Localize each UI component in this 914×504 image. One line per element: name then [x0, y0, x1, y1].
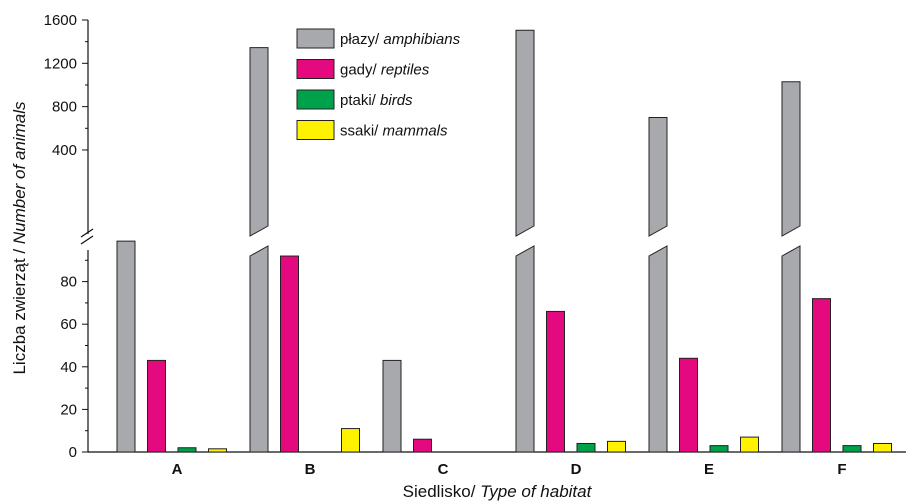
bar	[208, 448, 227, 453]
bar	[382, 359, 402, 453]
legend-label: płazy/ amphibians	[340, 31, 461, 48]
legend-label: ptaki/ birds	[340, 92, 413, 109]
x-tick-label: A	[172, 461, 183, 478]
bar	[740, 436, 759, 453]
y-tick-label: 1600	[44, 12, 77, 29]
bar	[177, 447, 197, 453]
y-tick-label: 20	[60, 401, 77, 418]
bar-upper-part	[515, 29, 535, 237]
x-tick-label: C	[438, 461, 449, 478]
bar	[709, 445, 729, 453]
bar-upper-part	[781, 81, 801, 237]
legend-swatch	[296, 89, 335, 110]
bar	[341, 428, 360, 453]
bar-upper-part	[648, 116, 668, 237]
axis-labels: 0 20 40 60 80 400 800 1200 1600 A B C D E F	[44, 12, 847, 478]
bar-lower-part	[781, 245, 801, 453]
y-axis-title-pl: Liczba zwierząt /	[10, 244, 29, 374]
bar-upper-part	[249, 47, 269, 237]
bar-lower-part	[648, 245, 668, 453]
legend-swatch	[296, 120, 335, 140]
y-tick-label: 40	[60, 359, 77, 376]
bar	[812, 298, 831, 453]
legend-label: ssaki/ mammals	[340, 123, 448, 140]
bars	[116, 29, 892, 453]
bar	[147, 359, 166, 453]
legend: płazy/ amphibians gady/ reptiles ptaki/ bi…	[296, 28, 461, 140]
y-tick-label: 1200	[44, 55, 77, 72]
y-tick-label: 800	[52, 99, 77, 116]
bar	[679, 357, 698, 453]
y-axis-title-en: Number of animals	[10, 101, 29, 244]
x-tick-label: B	[305, 461, 316, 478]
bar	[842, 445, 862, 453]
y-tick-label: 80	[60, 274, 77, 291]
y-tick-label: 60	[60, 316, 77, 333]
y-axis-title: Liczba zwierząt / Number of animals	[10, 101, 29, 375]
axis-break-mark	[80, 228, 94, 238]
bar	[546, 310, 565, 453]
legend-swatch	[296, 59, 335, 79]
bar	[873, 442, 892, 453]
bar	[116, 240, 136, 453]
x-axis-title: Siedlisko/ Type of habitat	[403, 482, 593, 501]
bar	[413, 438, 432, 453]
legend-swatch	[296, 28, 335, 49]
x-tick-label: D	[571, 461, 582, 478]
axis-break-mark	[80, 235, 94, 245]
y-tick-label: 0	[69, 444, 77, 461]
y-tick-label: 400	[52, 142, 77, 159]
x-tick-label: F	[837, 461, 846, 478]
bar	[607, 440, 626, 453]
legend-label: gady/ reptiles	[340, 62, 430, 79]
x-axis-title-pl: Siedlisko/	[403, 482, 480, 501]
x-tick-label: E	[704, 461, 714, 478]
bar	[576, 442, 596, 453]
bar	[280, 255, 299, 453]
x-axis-title-en: Type of habitat	[480, 482, 592, 501]
bar-lower-part	[515, 245, 535, 453]
bar-lower-part	[249, 245, 269, 453]
